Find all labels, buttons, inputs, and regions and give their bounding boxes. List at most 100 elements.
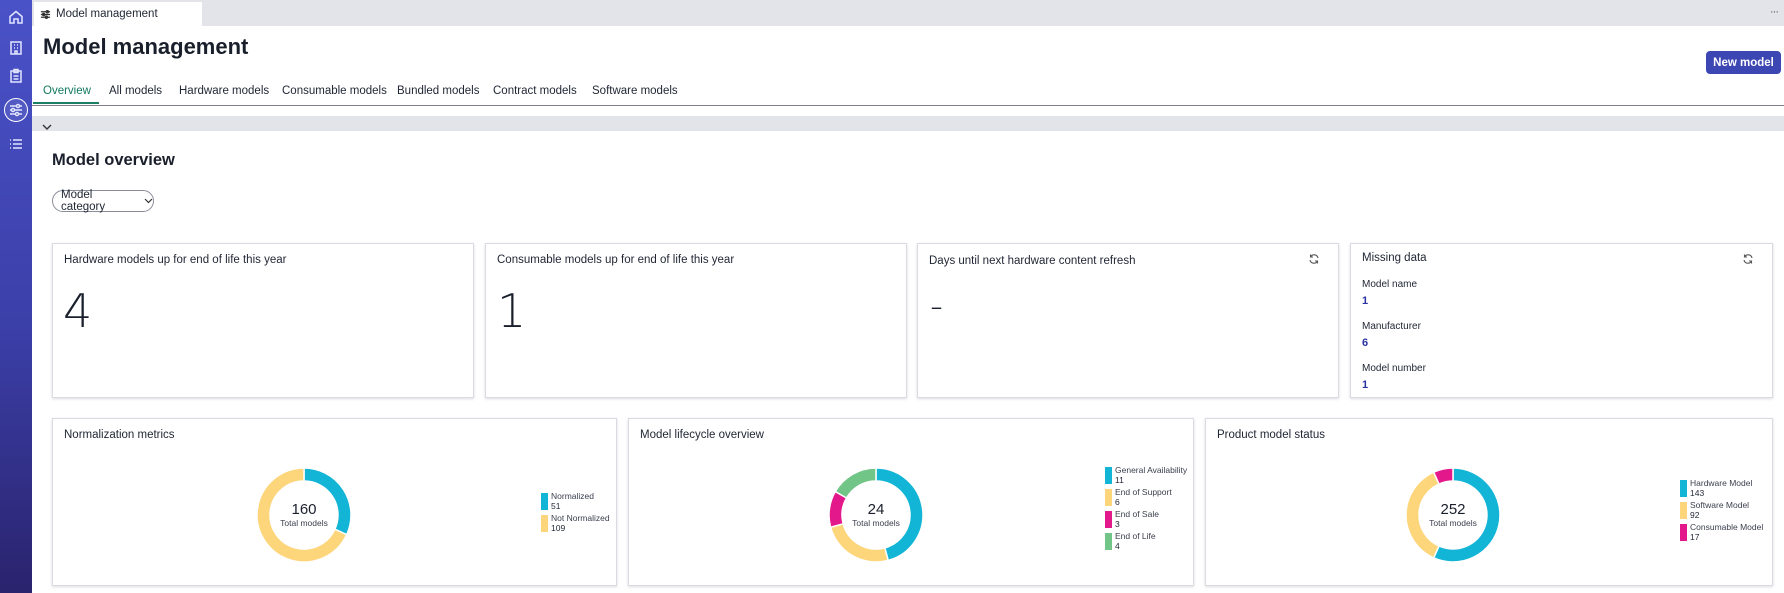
chart-title: Model lifecycle overview <box>640 429 764 441</box>
window-tab-bar: Model management ··· <box>32 0 1784 26</box>
legend-item-normalized[interactable]: Normalized 51 <box>541 491 610 513</box>
donut-total-label: Total models <box>280 518 328 528</box>
missing-item-value[interactable]: 1 <box>1362 379 1369 391</box>
legend-value: 92 <box>1690 510 1700 520</box>
kpi-title: Consumable models up for end of life thi… <box>497 254 735 266</box>
legend-swatch <box>1105 489 1112 506</box>
sliders-icon[interactable] <box>4 98 28 122</box>
chevron-down-icon[interactable] <box>41 122 53 132</box>
legend-swatch <box>1105 511 1112 528</box>
legend-label: Consumable Model <box>1690 522 1764 532</box>
legend-item-general-availability[interactable]: General Availability 11 <box>1105 465 1187 487</box>
donut-total: 252 <box>1440 501 1466 518</box>
donut-chart: 160 Total models <box>254 465 354 565</box>
more-options-button[interactable]: ··· <box>1770 6 1779 18</box>
list-icon[interactable] <box>6 134 26 154</box>
legend-label: End of Support <box>1115 487 1172 497</box>
legend-item-software-model[interactable]: Software Model 92 <box>1680 500 1763 522</box>
model-category-filter[interactable]: Model category <box>52 189 154 213</box>
legend-label: Not Normalized <box>551 513 610 523</box>
kpi-title: Hardware models up for end of life this … <box>64 254 287 266</box>
legend-item-end-of-support[interactable]: End of Support 6 <box>1105 487 1187 509</box>
legend-value: 109 <box>551 523 566 533</box>
donut-svg <box>1405 467 1501 563</box>
missing-item-label: Manufacturer <box>1362 321 1421 332</box>
legend-swatch <box>541 493 548 510</box>
donut-slice-hardware-model[interactable] <box>1432 467 1501 563</box>
kpi-value: - <box>930 286 943 327</box>
kpi-value: 4 <box>63 284 93 338</box>
chart-card-product-status[interactable]: Product model status 252 Total models Ha… <box>1205 418 1773 586</box>
tab-all-models[interactable]: All models <box>109 85 163 97</box>
missing-item-value[interactable]: 6 <box>1362 337 1369 349</box>
chart-card-lifecycle[interactable]: Model lifecycle overview 24 Total models… <box>628 418 1194 586</box>
tab-hardware-models[interactable]: Hardware models <box>179 85 270 97</box>
window-tab[interactable]: Model management <box>34 2 202 26</box>
chart-legend: Hardware Model 143 Software Model 92 Consuma… <box>1680 478 1763 544</box>
left-rail <box>0 0 32 593</box>
donut-slice-end-of-life[interactable] <box>834 467 877 500</box>
tab-consumable-models[interactable]: Consumable models <box>282 85 387 97</box>
donut-total: 24 <box>867 501 885 518</box>
chart-legend: General Availability 11 End of Support 6 End… <box>1105 465 1187 553</box>
donut-chart: 252 Total models <box>1403 465 1503 565</box>
legend-item-not-normalized[interactable]: Not Normalized 109 <box>541 513 610 535</box>
chart-card-normalization[interactable]: Normalization metrics 160 Total models N… <box>52 418 617 586</box>
legend-item-hardware-model[interactable]: Hardware Model 143 <box>1680 478 1763 500</box>
window-tab-label: Model management <box>56 8 158 20</box>
legend-label: End of Life <box>1115 531 1156 541</box>
new-model-button[interactable]: New model <box>1706 51 1781 74</box>
kpi-title: Days until next hardware content refresh <box>929 255 1136 267</box>
tab-overview[interactable]: Overview <box>43 85 91 97</box>
donut-slice-not-normalized[interactable] <box>256 467 348 563</box>
missing-item-label: Model number <box>1362 363 1426 374</box>
collapse-bar <box>32 116 1784 131</box>
chevron-down-icon <box>144 198 153 204</box>
section-heading: Model overview <box>52 151 175 169</box>
legend-label: Normalized <box>551 491 594 501</box>
page-title: Model management <box>43 34 249 59</box>
building-icon[interactable] <box>6 38 26 58</box>
active-tab-indicator <box>33 102 99 104</box>
donut-slice-consumable-model[interactable] <box>1432 467 1454 486</box>
donut-total-label: Total models <box>1429 518 1477 528</box>
legend-item-end-of-life[interactable]: End of Life 4 <box>1105 531 1187 553</box>
legend-value: 11 <box>1115 475 1124 485</box>
legend-value: 6 <box>1115 497 1120 507</box>
tab-contract-models[interactable]: Contract models <box>493 85 577 97</box>
clipboard-icon[interactable] <box>6 66 26 86</box>
kpi-card-consumable-eol[interactable]: Consumable models up for end of life thi… <box>485 243 907 398</box>
legend-swatch <box>1680 524 1687 541</box>
missing-data-card[interactable]: Missing data Model name 1 Manufacturer 6… <box>1350 243 1773 398</box>
donut-total-label: Total models <box>852 518 900 528</box>
tab-bundled-models[interactable]: Bundled models <box>397 85 480 97</box>
donut-svg <box>828 467 924 563</box>
donut-total: 160 <box>291 501 317 518</box>
kpi-card-content-refresh[interactable]: Days until next hardware content refresh… <box>917 243 1339 398</box>
missing-item-value[interactable]: 1 <box>1362 295 1369 307</box>
legend-swatch <box>1105 533 1112 550</box>
legend-value: 4 <box>1115 541 1120 551</box>
legend-value: 3 <box>1115 519 1120 529</box>
legend-label: End of Sale <box>1115 509 1159 519</box>
kpi-card-hardware-eol[interactable]: Hardware models up for end of life this … <box>52 243 474 398</box>
donut-chart: 24 Total models <box>826 465 926 565</box>
tab-software-models[interactable]: Software models <box>592 85 678 97</box>
legend-swatch <box>1105 467 1112 484</box>
legend-item-end-of-sale[interactable]: End of Sale 3 <box>1105 509 1187 531</box>
legend-swatch <box>541 515 548 532</box>
legend-label: Hardware Model <box>1690 478 1753 488</box>
missing-data-title: Missing data <box>1362 252 1427 264</box>
refresh-icon[interactable] <box>1742 253 1754 265</box>
legend-value: 143 <box>1690 488 1705 498</box>
refresh-icon[interactable] <box>1308 253 1320 265</box>
chart-legend: Normalized 51 Not Normalized 109 <box>541 491 610 535</box>
legend-swatch <box>1680 502 1687 519</box>
kpi-value: 1 <box>497 284 527 338</box>
sliders-icon <box>40 9 51 19</box>
home-icon[interactable] <box>6 7 26 27</box>
missing-item-label: Model name <box>1362 279 1418 290</box>
chart-title: Normalization metrics <box>64 429 175 441</box>
legend-swatch <box>1680 480 1687 497</box>
legend-item-consumable-model[interactable]: Consumable Model 17 <box>1680 522 1763 544</box>
